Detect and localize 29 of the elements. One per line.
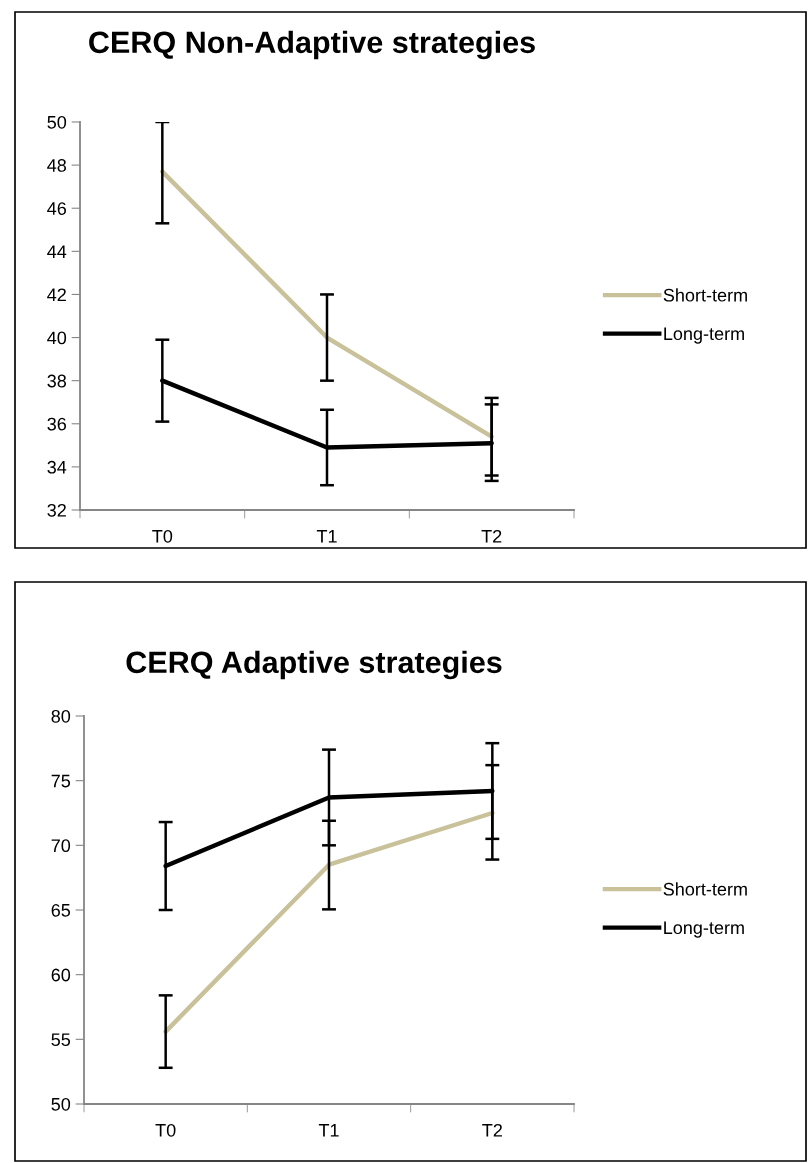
- y-tick-label: 32: [47, 503, 66, 517]
- y-tick-label: 48: [47, 159, 67, 172]
- legend-label: Long-term: [664, 327, 744, 344]
- y-tick-label: 44: [47, 245, 67, 258]
- y-tick-label: 70: [51, 839, 71, 853]
- x-tick-label: T0: [155, 1123, 176, 1137]
- x-tick-label: T2: [482, 1123, 502, 1137]
- y-tick-label: 34: [47, 460, 67, 474]
- y-tick-label: 38: [47, 374, 67, 388]
- y-tick-label: 55: [51, 1033, 71, 1047]
- y-tick-label: 80: [51, 709, 71, 723]
- y-tick-label: 60: [51, 968, 71, 982]
- y-tick-label: 46: [47, 202, 67, 215]
- y-tick-label: 40: [47, 331, 67, 345]
- y-tick-label: 42: [47, 288, 66, 301]
- y-tick-label: 50: [47, 115, 67, 129]
- y-tick-label: 36: [47, 417, 67, 431]
- y-tick-label: 50: [51, 1097, 71, 1111]
- x-tick-label: T0: [152, 529, 173, 543]
- x-tick-label: T2: [481, 529, 502, 543]
- chart-title: CERQ Adaptive strategies: [126, 650, 502, 680]
- x-tick-label: T1: [318, 1124, 339, 1137]
- legend-label: Short-term: [663, 882, 747, 896]
- legend-label: Long-term: [664, 921, 744, 938]
- x-tick-label: T1: [316, 530, 337, 543]
- chart-title: CERQ Non-Adaptive strategies: [89, 30, 535, 60]
- y-tick-label: 65: [51, 903, 71, 917]
- y-tick-label: 75: [51, 774, 71, 788]
- legend-label: Short-term: [663, 288, 747, 302]
